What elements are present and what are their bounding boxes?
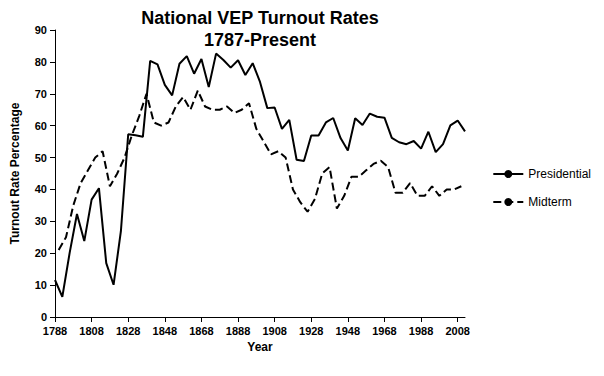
svg-text:Turnout Rate Percentage: Turnout Rate Percentage [8, 102, 22, 244]
svg-text:2008: 2008 [445, 325, 469, 337]
svg-text:1787-Present: 1787-Present [204, 30, 316, 50]
svg-text:Year: Year [247, 340, 273, 354]
svg-text:1828: 1828 [116, 325, 140, 337]
svg-text:1988: 1988 [409, 325, 433, 337]
svg-text:70: 70 [35, 88, 47, 100]
svg-text:1788: 1788 [43, 325, 67, 337]
svg-text:80: 80 [35, 56, 47, 68]
svg-text:1888: 1888 [226, 325, 250, 337]
svg-text:1868: 1868 [189, 325, 213, 337]
svg-text:20: 20 [35, 247, 47, 259]
svg-text:40: 40 [35, 183, 47, 195]
svg-text:0: 0 [41, 311, 47, 323]
svg-text:National VEP Turnout Rates: National VEP Turnout Rates [141, 8, 378, 28]
svg-text:1928: 1928 [299, 325, 323, 337]
svg-text:1848: 1848 [153, 325, 177, 337]
svg-text:Midterm: Midterm [528, 195, 571, 209]
svg-text:1948: 1948 [336, 325, 360, 337]
svg-text:10: 10 [35, 279, 47, 291]
svg-text:1908: 1908 [262, 325, 286, 337]
svg-text:1808: 1808 [79, 325, 103, 337]
svg-text:Presidential: Presidential [528, 167, 591, 181]
svg-text:90: 90 [35, 24, 47, 36]
svg-text:30: 30 [35, 215, 47, 227]
svg-text:60: 60 [35, 120, 47, 132]
svg-text:50: 50 [35, 152, 47, 164]
svg-text:1968: 1968 [372, 325, 396, 337]
